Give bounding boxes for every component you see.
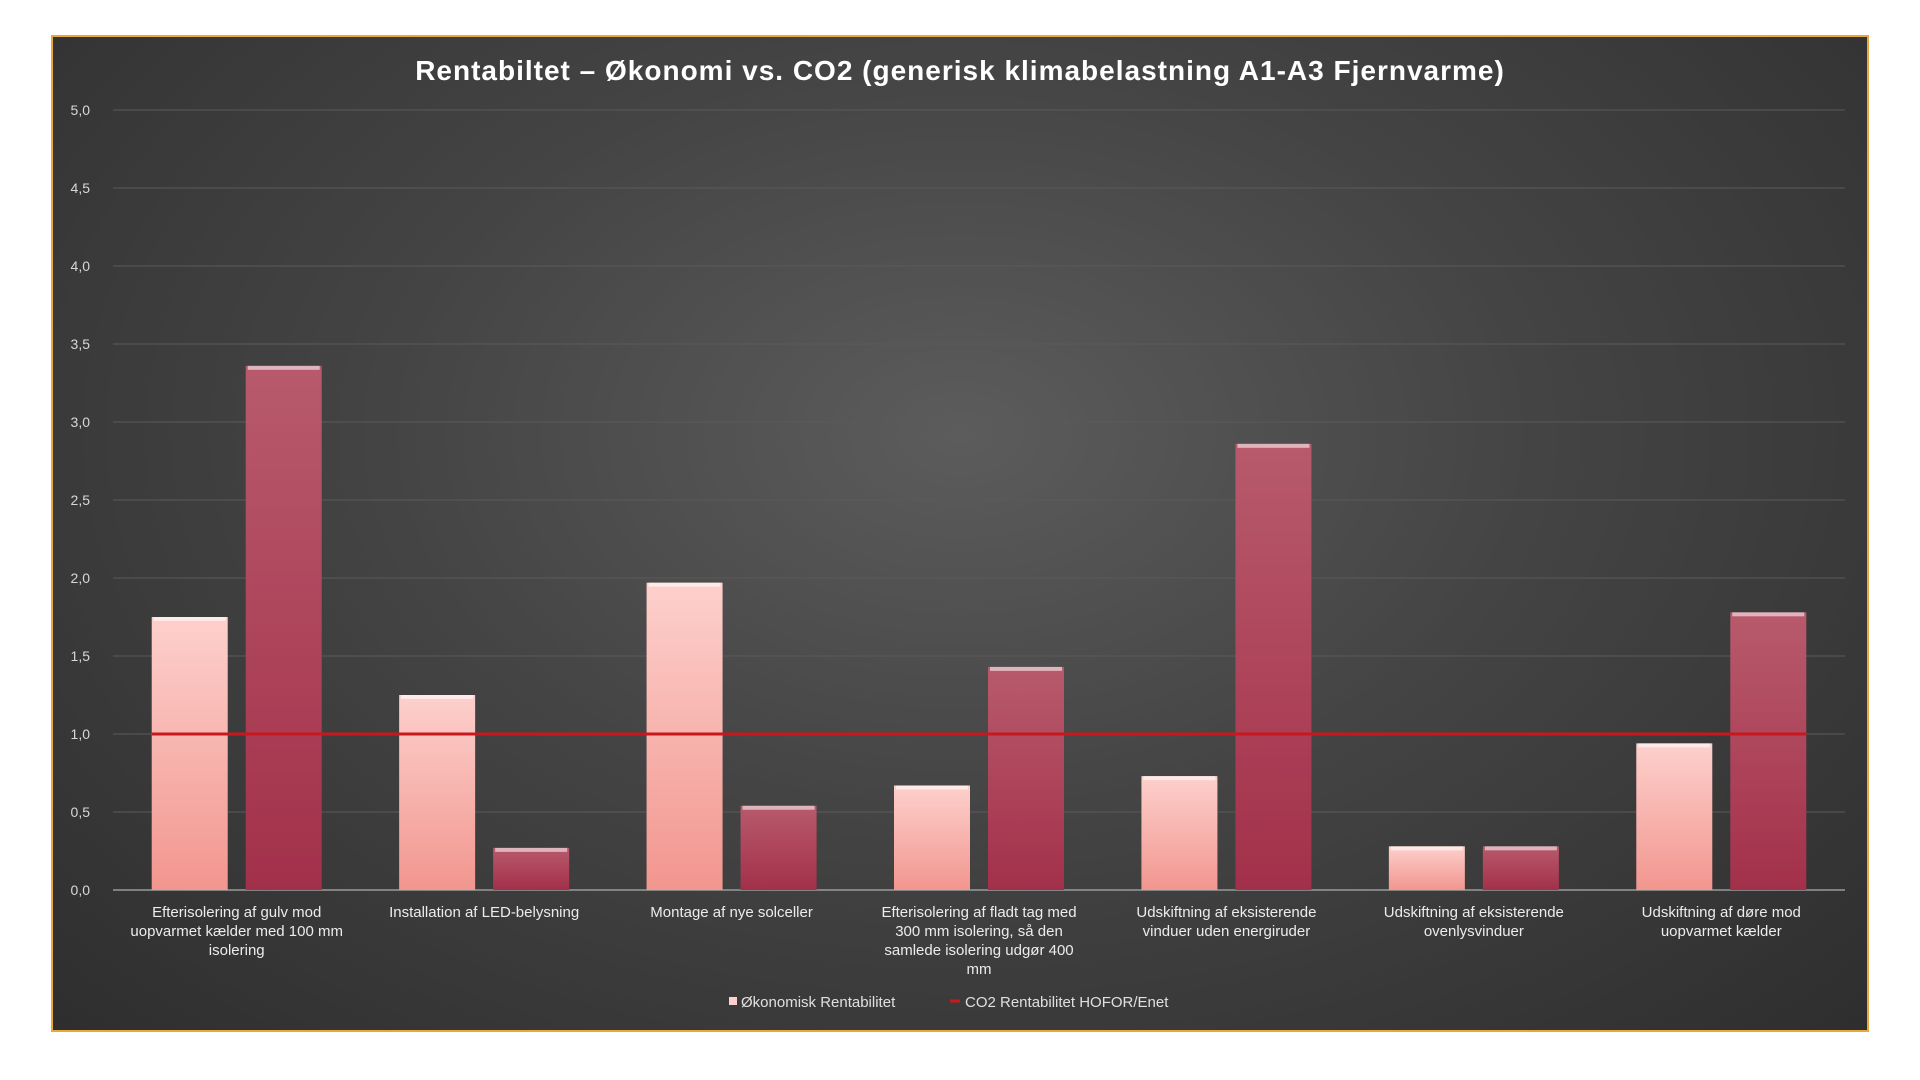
x-axis-categories: Efterisolering af gulv mod uopvarmet kæld…	[130, 904, 1800, 978]
legend-swatch-okonomisk	[729, 997, 737, 1005]
legend-label-okonomisk: Økonomisk Rentabilitet	[741, 994, 896, 1011]
y-tick-label: 2,5	[71, 492, 91, 508]
bar-highlight	[990, 666, 1062, 671]
bar-highlight	[1237, 443, 1310, 448]
category-label: Udskiftning af eksisterende vinduer uden …	[1136, 904, 1316, 940]
bar-co2	[740, 805, 817, 890]
bar-okonomisk	[1388, 846, 1465, 890]
y-tick-label: 0,5	[71, 804, 91, 820]
bar-okonomisk	[151, 617, 228, 890]
bar-highlight	[247, 365, 320, 370]
bar-co2	[1730, 612, 1807, 890]
bar-okonomisk	[399, 695, 476, 890]
y-tick-label: 4,0	[71, 258, 91, 274]
bar-okonomisk	[646, 582, 723, 890]
bar-highlight	[1638, 743, 1711, 748]
bar-highlight	[1143, 776, 1216, 781]
bar-highlight	[742, 805, 815, 810]
chart-svg: Rentabiltet – Økonomi vs. CO2 (generisk …	[71, 55, 1845, 1011]
bar-highlight	[648, 582, 721, 587]
bar-highlight	[495, 847, 568, 852]
bar-co2	[245, 365, 322, 891]
y-tick-label: 1,0	[71, 726, 91, 742]
bar-co2	[1235, 443, 1312, 890]
y-tick-label: 4,5	[71, 180, 91, 196]
bar-co2	[1482, 846, 1559, 890]
bar-highlight	[401, 695, 474, 699]
y-tick-label: 0,0	[71, 882, 91, 898]
bar-highlight	[1732, 612, 1805, 617]
bar-co2	[493, 847, 570, 890]
bar-highlight	[896, 785, 968, 790]
category-label: Montage af nye solceller	[650, 904, 813, 921]
bar-okonomisk	[1141, 776, 1218, 890]
y-tick-label: 5,0	[71, 102, 91, 118]
bar-highlight	[1484, 846, 1557, 851]
category-label: Efterisolering af fladt tag med 300 mm is…	[881, 904, 1076, 978]
category-label: Efterisolering af gulv mod uopvarmet kæld…	[130, 904, 343, 959]
y-axis-ticks: 0,0 0,5 1,0 1,5 2,0 2,5 3,0 3,5 4,0 4,5 5,0	[71, 102, 91, 898]
bar-co2	[988, 666, 1064, 890]
legend: Økonomisk Rentabilitet CO2 Rentabilitet H…	[729, 994, 1169, 1011]
y-tick-label: 3,5	[71, 336, 91, 352]
bar-highlight	[1390, 846, 1463, 851]
grid-layer	[113, 109, 1845, 891]
chart-frame: Rentabiltet – Økonomi vs. CO2 (generisk …	[51, 35, 1869, 1032]
category-label: Installation af LED-belysning	[389, 904, 579, 921]
bar-okonomisk	[1636, 743, 1713, 890]
category-label: Udskiftning af døre mod uopvarmet kælder	[1642, 904, 1801, 940]
bar-okonomisk	[894, 785, 970, 890]
bars-layer	[151, 365, 1807, 891]
chart-title: Rentabiltet – Økonomi vs. CO2 (generisk …	[415, 55, 1505, 86]
legend-label-co2: CO2 Rentabilitet HOFOR/Enet	[965, 994, 1169, 1011]
y-tick-label: 3,0	[71, 414, 91, 430]
bar-highlight	[153, 617, 226, 621]
category-label: Udskiftning af eksisterende ovenlysvindue…	[1384, 904, 1564, 940]
y-tick-label: 1,5	[71, 648, 91, 664]
y-tick-label: 2,0	[71, 570, 91, 586]
